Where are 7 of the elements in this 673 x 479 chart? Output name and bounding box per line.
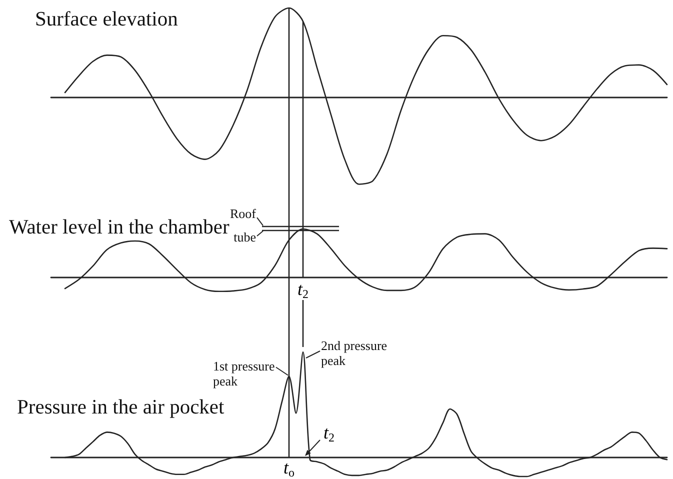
ref-line-label: tube — [234, 229, 256, 244]
annotation: 2nd pressure peak — [321, 338, 388, 368]
annotation: 1st pressure peak — [213, 358, 275, 388]
legend-label: Roof — [230, 206, 257, 222]
chart-title: Surface elevation — [35, 8, 178, 30]
chart-title: Water level in the chamber — [9, 216, 230, 238]
text: Pressure in the air pocket — [17, 396, 225, 418]
